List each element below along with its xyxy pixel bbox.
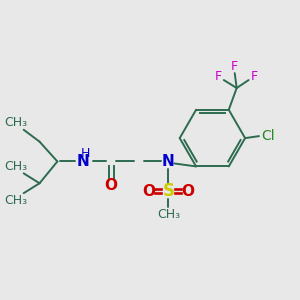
- Text: N: N: [162, 154, 175, 169]
- Text: S: S: [162, 182, 174, 200]
- Text: CH₃: CH₃: [4, 194, 27, 207]
- Text: F: F: [231, 60, 238, 73]
- Text: CH₃: CH₃: [157, 208, 180, 221]
- Text: O: O: [182, 184, 195, 199]
- Text: O: O: [142, 184, 155, 199]
- Text: CH₃: CH₃: [4, 116, 27, 129]
- Text: H: H: [80, 147, 90, 160]
- Text: Cl: Cl: [261, 129, 275, 143]
- Text: F: F: [214, 70, 221, 83]
- Text: O: O: [104, 178, 117, 193]
- Text: CH₃: CH₃: [4, 160, 27, 173]
- Text: N: N: [77, 154, 89, 169]
- Text: F: F: [251, 70, 258, 83]
